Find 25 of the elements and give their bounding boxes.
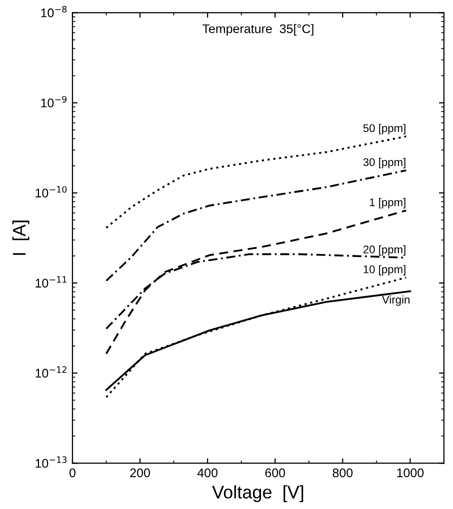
- line-series: [105, 169, 408, 282]
- line-series: [105, 276, 408, 398]
- series-label: 50 [ppm]: [363, 124, 406, 134]
- y-tick-label: 10$^{−12}$: [36, 366, 66, 378]
- x-tick-label: 800: [332, 468, 353, 478]
- y-tick-label: 10$^{−10}$: [36, 186, 67, 198]
- x-axis-title: Voltage [V]: [212, 485, 304, 502]
- series-label: Virgin: [382, 295, 410, 306]
- line-series: [105, 210, 408, 355]
- line-series: [105, 135, 408, 229]
- y-tick-label: 10$^{−8}$: [41, 6, 67, 18]
- series-label: 1 [ppm]: [370, 198, 406, 208]
- x-tick-label: 400: [197, 468, 218, 478]
- y-axis-title: I [A]: [12, 220, 30, 255]
- x-tick-label: 600: [265, 468, 286, 478]
- x-tick-label: 200: [130, 468, 150, 478]
- y-tick-label: 10$^{−11}$: [36, 276, 66, 288]
- y-tick-label: 10$^{−13}$: [36, 456, 67, 468]
- series-label: 10 [ppm]: [364, 265, 406, 276]
- x-tick-label: 0: [69, 468, 76, 478]
- y-tick-label: 10$^{−9}$: [41, 96, 67, 108]
- series-label: 30 [ppm]: [363, 158, 406, 168]
- text: Temperature 35[°C]: [202, 24, 314, 36]
- series-label: 20 [ppm]: [363, 245, 406, 256]
- x-tick-label: 1000: [397, 468, 424, 478]
